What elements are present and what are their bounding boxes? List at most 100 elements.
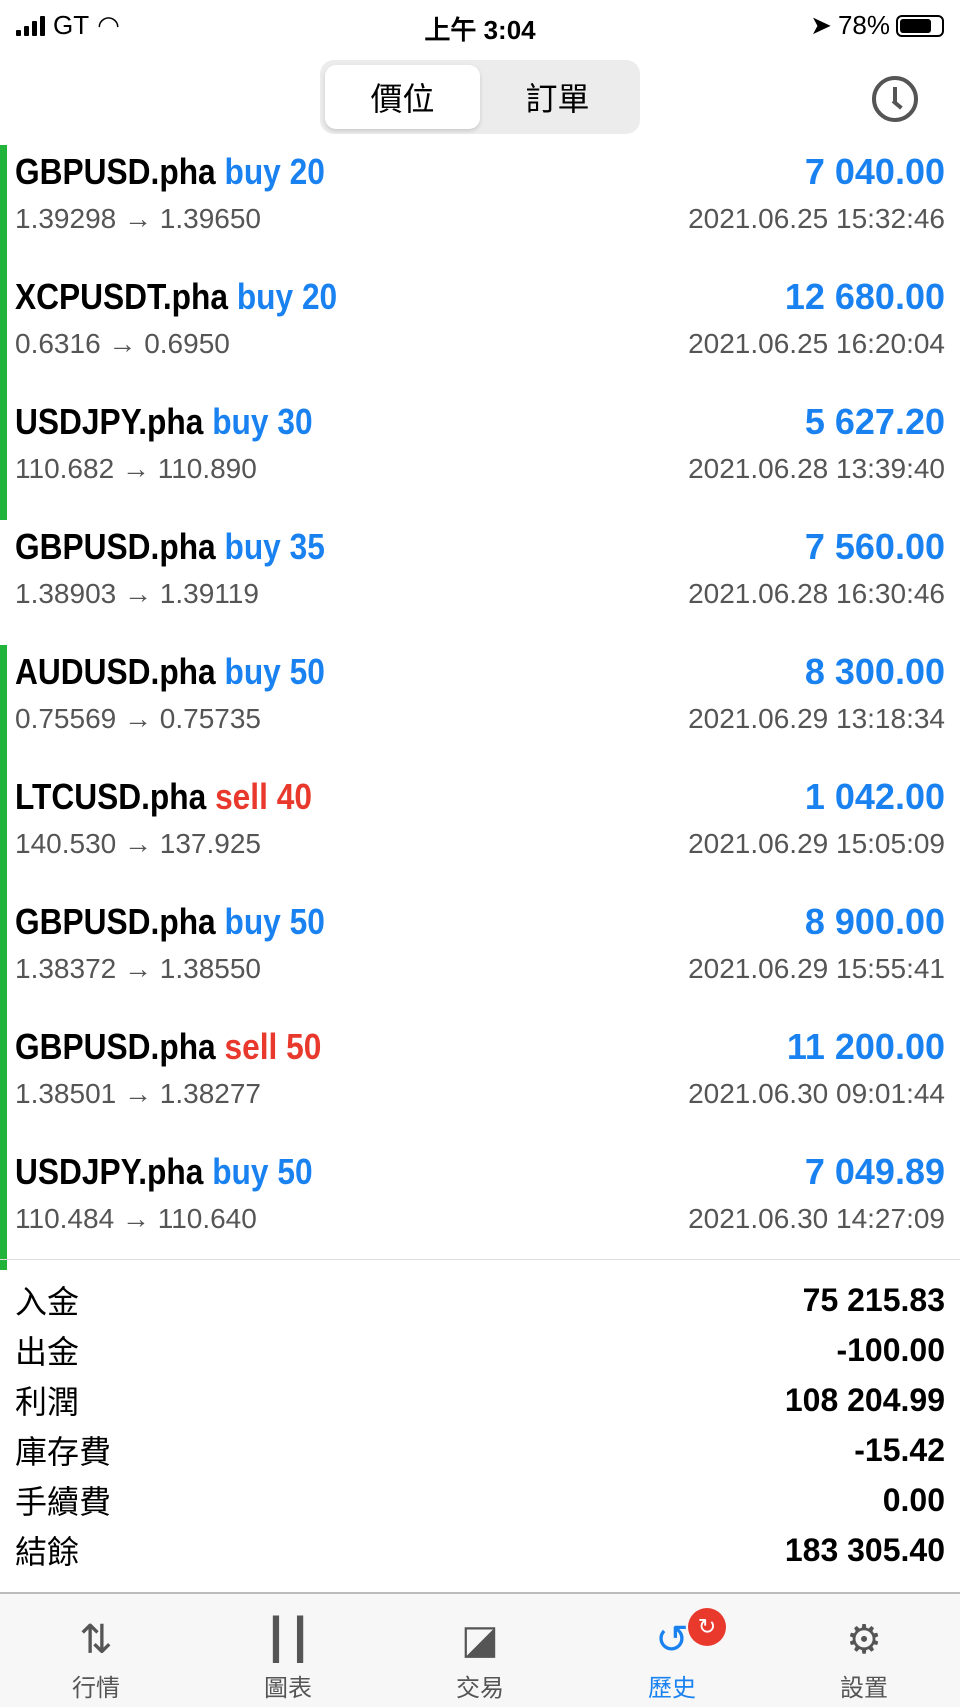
summary-label: 出金 [15, 1334, 80, 1370]
trade-prices: 110.484 → 110.640 [15, 1203, 257, 1234]
summary-row: 結餘 183 305.40 [0, 1525, 960, 1575]
trade-time: 2021.06.29 15:55:41 [688, 953, 945, 984]
trade-symbol: GBPUSD.pha sell 50 [15, 1026, 321, 1068]
trade-row[interactable]: GBPUSD.pha buy 35 7 560.00 1.38903 → 1.3… [0, 520, 960, 645]
symbol-name: GBPUSD.pha [15, 526, 216, 567]
trade-row[interactable]: USDJPY.pha buy 50 7 049.89 110.484 → 110… [0, 1145, 960, 1270]
trade-symbol: USDJPY.pha buy 50 [15, 1151, 313, 1193]
refresh-badge-icon[interactable]: ↻ [688, 1608, 726, 1646]
summary-row: 庫存費 -15.42 [0, 1425, 960, 1475]
tab-candlestick[interactable]: ┃┃ 圖表 [192, 1594, 384, 1707]
summary-label: 庫存費 [15, 1434, 112, 1470]
location-icon: ➤ [810, 10, 832, 40]
trade-side-volume: buy 50 [224, 651, 325, 692]
trade-prices: 1.38903 → 1.39119 [15, 578, 259, 609]
summary-value: 75 215.83 [802, 1281, 945, 1318]
tab-price[interactable]: 價位 [325, 65, 480, 129]
trade-side-volume: sell 50 [224, 1026, 322, 1067]
trade-time: 2021.06.25 15:32:46 [688, 203, 945, 234]
summary: 入金 75 215.83 出金 -100.00 利潤 108 204.99 庫存費 -15.4… [0, 1275, 960, 1575]
summary-label: 結餘 [15, 1534, 80, 1570]
symbol-name: LTCUSD.pha [15, 776, 207, 817]
tab-history[interactable]: ↺ 歷史 ↻ [576, 1594, 768, 1707]
trade-symbol: LTCUSD.pha sell 40 [15, 776, 312, 818]
battery-icon [896, 14, 944, 37]
trade-prices: 110.682 → 110.890 [15, 453, 257, 484]
trade-side-volume: buy 35 [224, 526, 325, 567]
tab-arrows[interactable]: ⇅ 行情 [0, 1594, 192, 1707]
gear-icon: ⚙ [846, 1618, 882, 1662]
trade-symbol: GBPUSD.pha buy 20 [15, 151, 325, 193]
summary-row: 手續費 0.00 [0, 1475, 960, 1525]
trade-row[interactable]: USDJPY.pha buy 30 5 627.20 110.682 → 110… [0, 395, 960, 520]
history-icon: ↺ [655, 1618, 689, 1662]
symbol-name: GBPUSD.pha [15, 1026, 216, 1067]
trade-profit: 7 049.89 [804, 1151, 945, 1192]
tab-label: 圖表 [264, 1675, 312, 1702]
tab-chart-line[interactable]: ◪ 交易 [384, 1594, 576, 1707]
trade-row[interactable]: GBPUSD.pha sell 50 11 200.00 1.38501 → 1… [0, 1020, 960, 1145]
trade-side-volume: buy 20 [236, 276, 338, 317]
summary-row: 出金 -100.00 [0, 1325, 960, 1375]
tab-label: 設置 [840, 1675, 888, 1702]
summary-label: 手續費 [15, 1484, 112, 1520]
summary-value: -100.00 [836, 1331, 945, 1368]
trade-prices: 1.38501 → 1.38277 [15, 1078, 261, 1109]
trade-row[interactable]: GBPUSD.pha buy 20 7 040.00 1.39298 → 1.3… [0, 145, 960, 270]
summary-row: 利潤 108 204.99 [0, 1375, 960, 1425]
trade-time: 2021.06.29 15:05:09 [688, 828, 945, 859]
status-bar: GT ◠ 上午 3:04 ➤ 78% [0, 0, 960, 50]
summary-row: 入金 75 215.83 [0, 1275, 960, 1325]
trade-prices: 0.75569 → 0.75735 [15, 703, 261, 734]
trade-profit: 8 900.00 [804, 901, 945, 942]
trade-time: 2021.06.25 16:20:04 [688, 328, 945, 359]
carrier: GT [53, 10, 90, 40]
chart-line-icon: ◪ [461, 1618, 499, 1662]
summary-label: 入金 [15, 1284, 80, 1320]
symbol-name: USDJPY.pha [15, 1151, 204, 1192]
summary-value: -15.42 [854, 1431, 945, 1468]
arrows-icon: ⇅ [79, 1618, 113, 1662]
divider [0, 1259, 960, 1260]
trade-side-volume: buy 50 [212, 1151, 313, 1192]
trade-row[interactable]: AUDUSD.pha buy 50 8 300.00 0.75569 → 0.7… [0, 645, 960, 770]
trade-symbol: AUDUSD.pha buy 50 [15, 651, 325, 693]
trade-time: 2021.06.28 16:30:46 [688, 578, 945, 609]
trade-side-volume: buy 50 [224, 901, 325, 942]
symbol-name: AUDUSD.pha [15, 651, 216, 692]
summary-value: 108 204.99 [784, 1381, 945, 1418]
symbol-name: GBPUSD.pha [15, 151, 216, 192]
tab-bar: ⇅ 行情 ┃┃ 圖表 ◪ 交易 ↺ 歷史 ↻ ⚙ 設置 [0, 1592, 960, 1707]
trade-time: 2021.06.28 13:39:40 [688, 453, 945, 484]
tab-label: 交易 [456, 1675, 504, 1702]
trade-profit: 1 042.00 [804, 776, 945, 817]
trade-prices: 0.6316 → 0.6950 [15, 328, 230, 359]
trade-time: 2021.06.29 13:18:34 [688, 703, 945, 734]
symbol-name: XCPUSDT.pha [15, 276, 229, 317]
summary-value: 183 305.40 [784, 1531, 945, 1568]
trade-side-volume: sell 40 [215, 776, 312, 817]
trade-profit: 11 200.00 [786, 1026, 945, 1067]
tab-label: 歷史 [648, 1675, 696, 1702]
tab-orders[interactable]: 訂單 [525, 81, 590, 117]
trade-profit: 7 560.00 [804, 526, 945, 567]
trade-row[interactable]: GBPUSD.pha buy 50 8 900.00 1.38372 → 1.3… [0, 895, 960, 1020]
wifi-icon: ◠ [97, 10, 120, 40]
battery-percent: 78% [837, 10, 890, 40]
trade-prices: 140.530 → 137.925 [15, 828, 261, 859]
symbol-name: GBPUSD.pha [15, 901, 216, 942]
trade-profit: 8 300.00 [804, 651, 945, 692]
trade-profit: 5 627.20 [804, 401, 945, 442]
trade-row[interactable]: XCPUSDT.pha buy 20 12 680.00 0.6316 → 0.… [0, 270, 960, 395]
summary-value: 0.00 [882, 1481, 945, 1518]
trade-profit: 7 040.00 [804, 151, 945, 192]
trade-side-volume: buy 30 [212, 401, 313, 442]
trade-time: 2021.06.30 14:27:09 [688, 1203, 945, 1234]
trade-prices: 1.39298 → 1.39650 [15, 203, 261, 234]
clock-time: 上午 3:04 [424, 15, 536, 45]
trade-symbol: XCPUSDT.pha buy 20 [15, 276, 337, 318]
trade-time: 2021.06.30 09:01:44 [688, 1078, 945, 1109]
trade-row[interactable]: LTCUSD.pha sell 40 1 042.00 140.530 → 13… [0, 770, 960, 895]
tab-gear[interactable]: ⚙ 設置 [768, 1594, 960, 1707]
clock-icon[interactable] [872, 76, 918, 122]
